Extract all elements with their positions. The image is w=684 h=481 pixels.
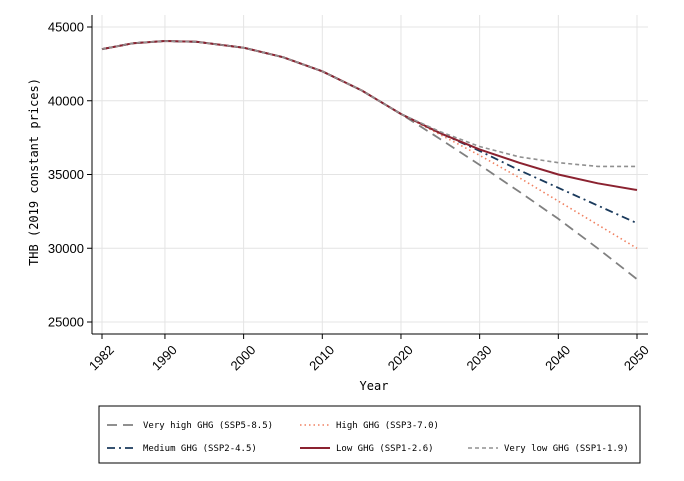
y-tick-label: 30000 bbox=[48, 241, 84, 256]
legend-label: Very low GHG (SSP1-1.9) bbox=[504, 444, 629, 454]
legend: Very high GHG (SSP5-8.5) High GHG (SSP3-7… bbox=[98, 405, 641, 464]
series-lines bbox=[101, 40, 638, 280]
legend-label: High GHG (SSP3-7.0) bbox=[336, 421, 439, 431]
y-tick-label: 35000 bbox=[48, 167, 84, 182]
series-line bbox=[101, 40, 638, 280]
y-tick-label: 25000 bbox=[48, 315, 84, 330]
legend-label: Medium GHG (SSP2-4.5) bbox=[143, 444, 257, 454]
legend-label: Low GHG (SSP1-2.6) bbox=[336, 444, 434, 454]
y-axis-title: THB (2019 constant prices) bbox=[27, 78, 41, 266]
legend-label: Very high GHG (SSP5-8.5) bbox=[143, 421, 273, 431]
legend-box bbox=[98, 405, 641, 464]
y-tick-label: 45000 bbox=[48, 20, 84, 35]
grid bbox=[92, 15, 648, 334]
x-axis-title: Year bbox=[360, 379, 389, 393]
y-tick-label: 40000 bbox=[48, 93, 84, 108]
series-line bbox=[101, 40, 637, 168]
